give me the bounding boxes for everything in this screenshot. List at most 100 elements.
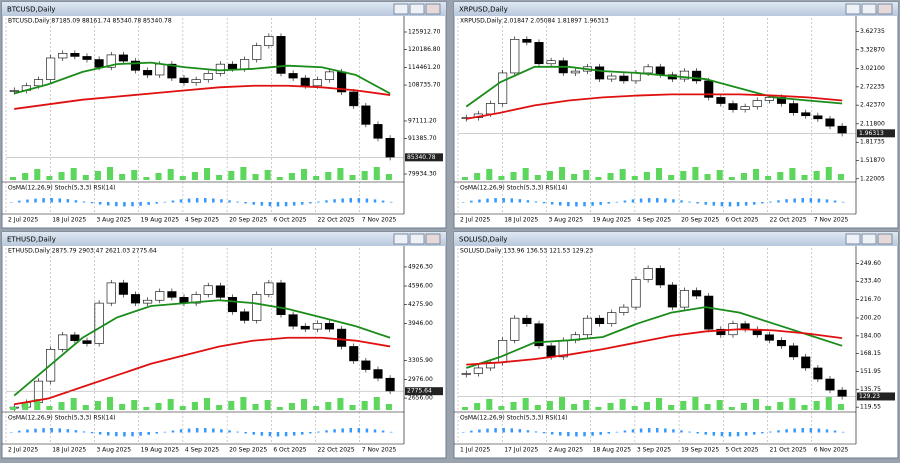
- osma-bar: [204, 198, 207, 203]
- volume-bar: [583, 400, 590, 410]
- candle: [522, 38, 532, 43]
- osma-bar: [583, 432, 586, 437]
- candle: [240, 311, 250, 321]
- volume-bar: [191, 402, 198, 410]
- volume-bar: [559, 167, 566, 180]
- osma-bar: [131, 432, 134, 437]
- candle: [312, 79, 322, 87]
- volume-bar: [143, 407, 150, 410]
- ma50-line: [465, 65, 843, 108]
- volume-bar: [288, 403, 295, 410]
- volume-bar: [462, 177, 469, 180]
- window-button[interactable]: [877, 3, 893, 15]
- osma-bar: [567, 202, 570, 207]
- osma-bar: [147, 202, 150, 205]
- candle: [813, 367, 823, 380]
- volume-bar: [46, 176, 53, 180]
- volume-bar: [656, 398, 663, 410]
- candle: [82, 56, 92, 60]
- osma-bar: [542, 202, 546, 204]
- volume-bar: [656, 168, 663, 180]
- volume-bar: [510, 402, 517, 410]
- osma-bar: [163, 201, 167, 203]
- volume-bar: [70, 168, 77, 180]
- candle: [764, 97, 774, 101]
- osma-bar: [631, 199, 635, 203]
- volume-bar: [264, 170, 271, 180]
- osma-bar: [220, 429, 223, 433]
- candle: [252, 45, 262, 60]
- osma-bar: [647, 428, 651, 433]
- y-tick-label: 216.70: [860, 296, 881, 303]
- volume-bar: [276, 177, 283, 180]
- osma-bar: [187, 428, 191, 433]
- candle: [143, 70, 153, 76]
- osma-bar: [82, 201, 86, 203]
- osma-bar: [58, 198, 61, 203]
- window-button[interactable]: [861, 233, 877, 245]
- candle: [789, 103, 799, 114]
- volume-bar: [716, 170, 723, 180]
- osma-bar: [688, 431, 691, 433]
- osma-bar: [656, 198, 659, 203]
- candle: [106, 54, 116, 68]
- candle: [118, 54, 128, 62]
- osma-bar: [98, 202, 102, 205]
- osma-bar: [212, 198, 215, 203]
- y-tick-label: 2.42370: [860, 102, 885, 109]
- candle: [801, 112, 811, 117]
- candle: [728, 103, 738, 110]
- candle: [130, 60, 141, 71]
- window-button[interactable]: [861, 3, 877, 15]
- candle: [264, 36, 274, 46]
- window-button[interactable]: [393, 3, 409, 15]
- candle: [106, 282, 116, 304]
- volume-bar: [155, 403, 162, 410]
- window-button[interactable]: [409, 233, 425, 245]
- candle: [498, 339, 508, 363]
- y-tick-label: 249.60: [860, 260, 881, 267]
- osma-bar: [591, 202, 594, 206]
- candle: [70, 334, 80, 341]
- window-button[interactable]: [425, 3, 441, 15]
- window-button[interactable]: [877, 233, 893, 245]
- osma-bar: [34, 428, 37, 433]
- x-tick-label: 19 Aug 2025: [593, 217, 632, 224]
- osma-bar: [34, 198, 37, 203]
- y-tick-label: 3946.00: [408, 320, 433, 327]
- candle: [94, 59, 104, 68]
- candle: [740, 106, 750, 110]
- window-title: SOLUSD,Daily: [459, 236, 507, 244]
- volume-bar: [789, 168, 796, 180]
- volume-bar: [385, 404, 392, 410]
- osma-bar: [704, 432, 707, 435]
- window-button[interactable]: [845, 3, 861, 15]
- osma-bar: [260, 202, 264, 206]
- osma-bar: [284, 202, 288, 207]
- ma200-line: [14, 336, 391, 406]
- candle: [837, 389, 847, 397]
- candle: [215, 63, 225, 74]
- candle: [643, 66, 653, 74]
- volume-bar: [680, 171, 687, 180]
- candle: [300, 325, 310, 330]
- osma-bar: [744, 202, 748, 206]
- candle: [324, 323, 335, 330]
- volume-bar: [240, 167, 247, 180]
- osma-bar: [373, 429, 377, 433]
- x-tick-label: 3 Aug 2025: [548, 217, 583, 224]
- volume-bar: [813, 401, 820, 410]
- candle: [510, 317, 520, 341]
- window-button[interactable]: [393, 233, 409, 245]
- x-tick-label: 4 Sep 2025: [637, 217, 671, 224]
- volume-bar: [825, 397, 832, 410]
- window-button[interactable]: [425, 233, 441, 245]
- volume-bar: [486, 399, 493, 410]
- price-label: 85340.78: [407, 154, 436, 161]
- osma-bar: [349, 428, 352, 433]
- window-button[interactable]: [845, 233, 861, 245]
- candle: [752, 100, 762, 107]
- ma50-line: [465, 306, 843, 369]
- window-button[interactable]: [409, 3, 425, 15]
- volume-bar: [325, 402, 332, 410]
